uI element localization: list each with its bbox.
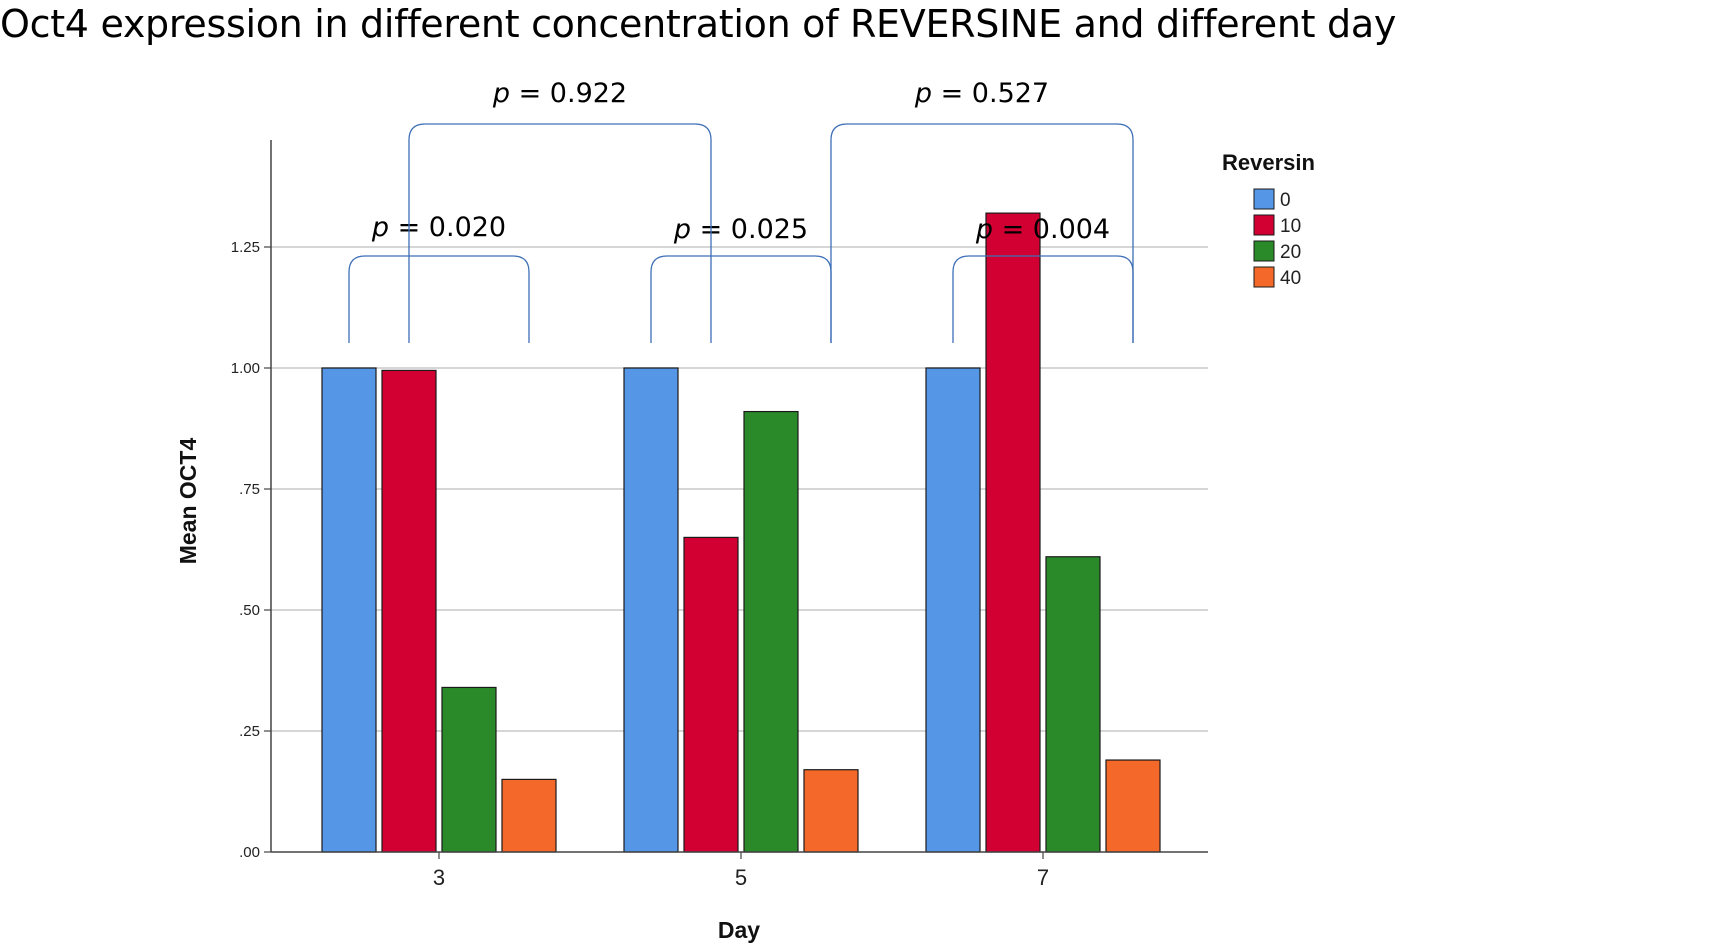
p-value-label: p = 0.025 — [673, 214, 808, 245]
x-tick-label: 5 — [735, 865, 747, 890]
significance-bracket — [830, 123, 1134, 343]
p-value-text: = 0.527 — [932, 78, 1049, 109]
significance-bracket — [348, 255, 530, 343]
p-value-symbol: p — [371, 212, 389, 243]
legend-label: 20 — [1280, 242, 1301, 263]
p-value-symbol: p — [914, 78, 932, 109]
bar — [321, 367, 377, 853]
axes: .00 .25 .50 .75 1.00 1.25 3 5 7 Day Mean OCT4 — [175, 140, 1208, 943]
bar — [623, 367, 679, 853]
bar — [501, 778, 557, 853]
p-value-text: = 0.025 — [691, 214, 808, 245]
bar — [381, 369, 437, 853]
legend-title: Reversin — [1222, 150, 1315, 175]
bar — [683, 536, 739, 853]
significance-bracket — [952, 255, 1134, 343]
legend: Reversin 0 10 20 40 — [1222, 150, 1315, 289]
x-tick-label: 7 — [1037, 865, 1049, 890]
bar — [1105, 759, 1161, 853]
p-value-label: p = 0.527 — [914, 78, 1049, 109]
p-value-symbol: p — [492, 78, 510, 109]
bar — [441, 686, 497, 853]
y-tick-label: .50 — [239, 602, 260, 619]
bars — [321, 212, 1161, 853]
legend-label: 40 — [1280, 268, 1301, 289]
y-tick-label: .25 — [239, 723, 260, 740]
significance-bracket — [408, 123, 712, 343]
y-tick-label: 1.25 — [231, 239, 260, 256]
p-value-symbol: p — [975, 214, 993, 245]
chart-title: Oct4 expression in different concentrati… — [0, 2, 1397, 46]
p-value-text: = 0.004 — [993, 214, 1110, 245]
bar — [1045, 556, 1101, 853]
p-value-label: p = 0.004 — [975, 214, 1110, 245]
legend-swatch — [1253, 214, 1275, 236]
p-value-label: p = 0.922 — [492, 78, 627, 109]
legend-swatch — [1253, 266, 1275, 288]
x-axis-title: Day — [718, 917, 760, 943]
y-tick-label: .75 — [239, 481, 260, 498]
y-axis-title: Mean OCT4 — [175, 438, 201, 565]
y-tick-label: 1.00 — [231, 360, 260, 377]
legend-swatch — [1253, 188, 1275, 210]
p-value-symbol: p — [673, 214, 691, 245]
p-value-text: = 0.020 — [389, 212, 506, 243]
p-value-text: = 0.922 — [510, 78, 627, 109]
significance-bracket — [650, 255, 832, 343]
p-value-label: p = 0.020 — [371, 212, 506, 243]
legend-swatch — [1253, 240, 1275, 262]
bar — [803, 769, 859, 853]
legend-label: 10 — [1280, 216, 1301, 237]
y-tick-label: .00 — [239, 844, 260, 861]
x-tick-label: 3 — [433, 865, 445, 890]
bar — [743, 410, 799, 853]
bar — [925, 367, 981, 853]
legend-label: 0 — [1280, 190, 1291, 211]
bar — [985, 212, 1041, 853]
